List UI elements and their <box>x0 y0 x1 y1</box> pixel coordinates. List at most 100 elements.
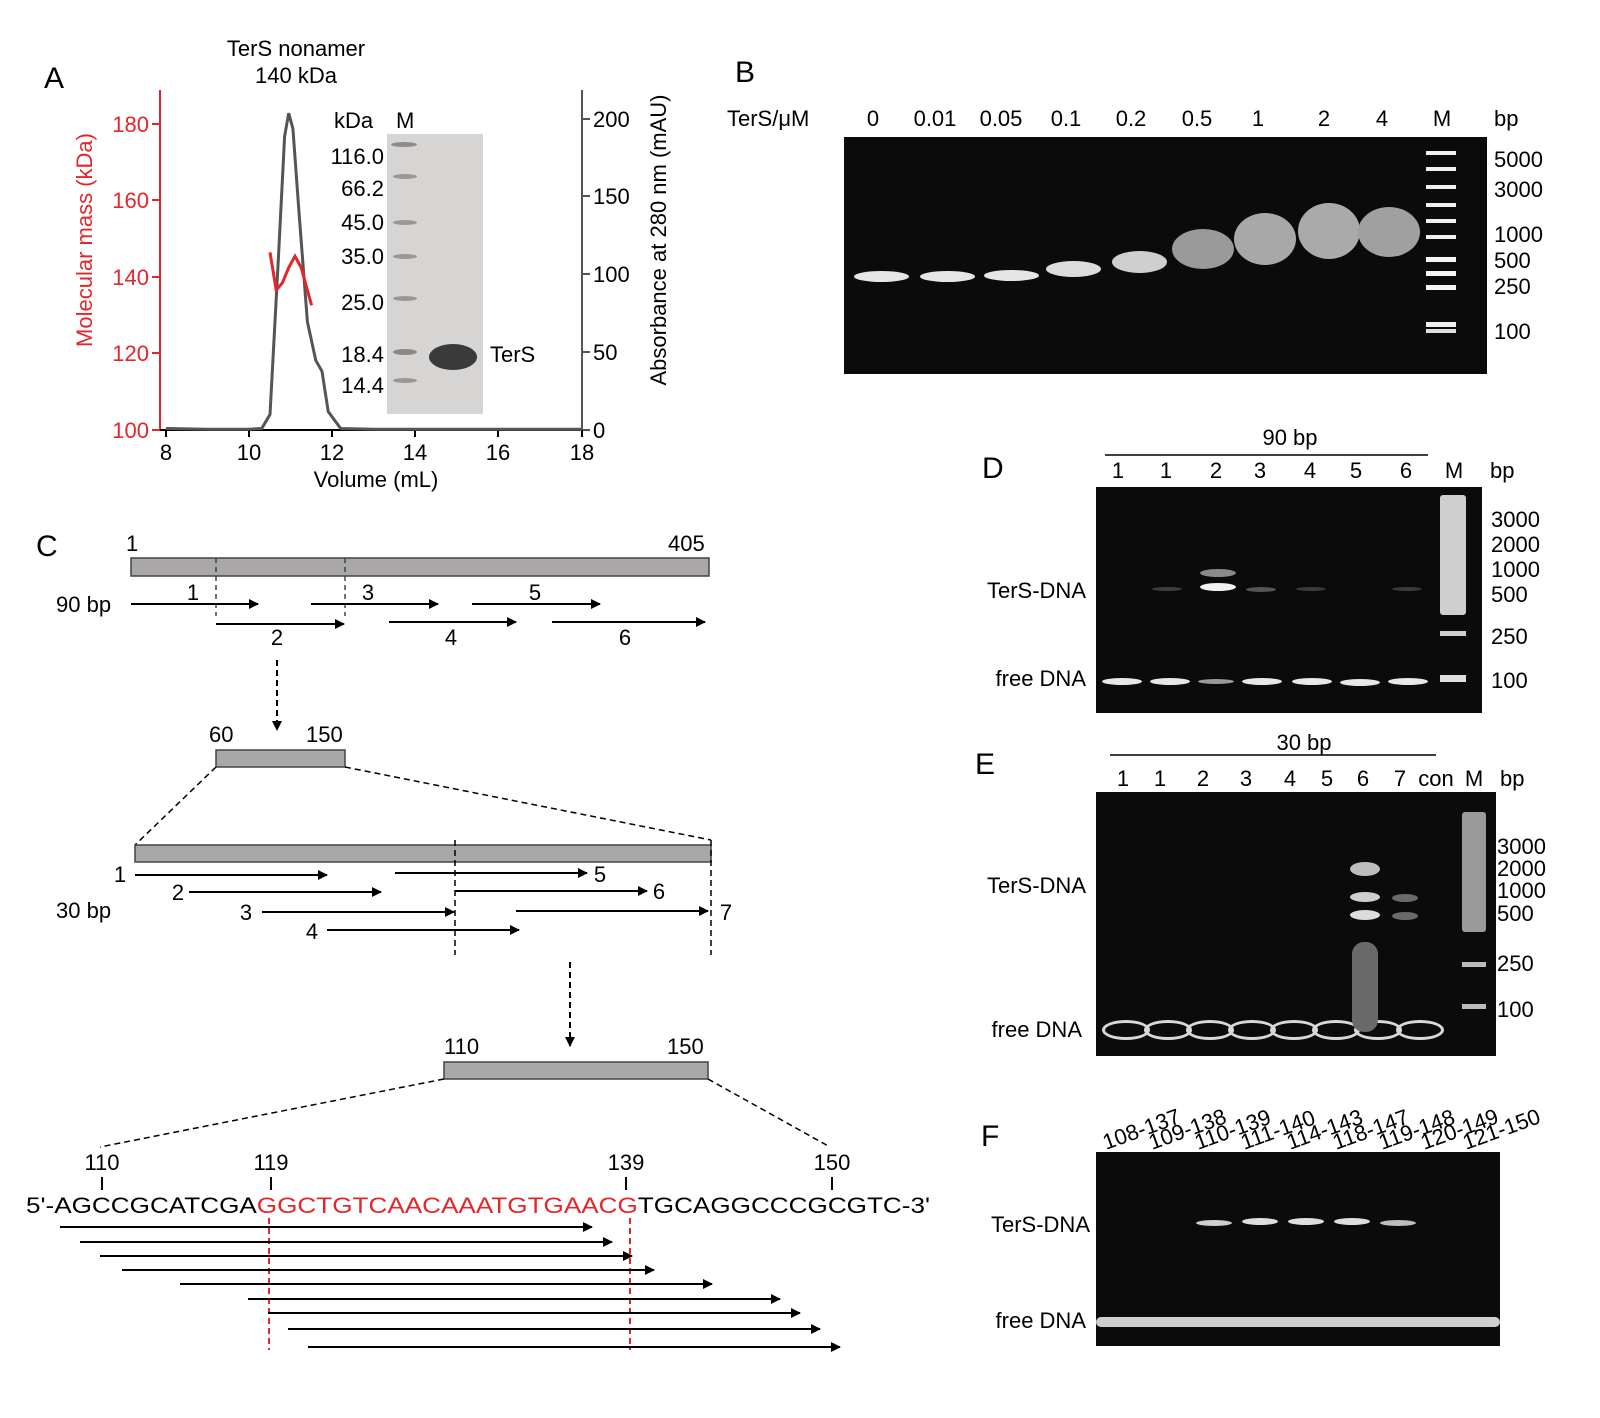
free-dna-band <box>1292 678 1332 685</box>
arrow-label: 3 <box>240 900 252 925</box>
lane-label: 0.5 <box>1182 106 1213 131</box>
gel-band <box>854 271 909 282</box>
annotation-line2: 140 kDa <box>255 63 338 88</box>
molecular-mass-trace <box>268 252 314 306</box>
complex-band <box>1200 583 1236 591</box>
position-label: 110 <box>84 1150 119 1175</box>
free-dna-band <box>1396 1020 1444 1040</box>
right-y-ticks: 0 50 100 150 200 <box>582 107 630 443</box>
lane-labels: 0 0.01 0.05 0.1 0.2 0.5 1 2 4 M <box>867 106 1451 131</box>
lane-labels: 1 1 2 3 4 5 6 7 con M <box>1117 766 1483 791</box>
arrow-label: 2 <box>172 880 184 905</box>
region1-end: 150 <box>306 722 343 747</box>
ladder-band <box>1440 675 1466 682</box>
free-dna-band <box>1102 678 1142 685</box>
region2-start: 110 <box>444 1034 479 1059</box>
y-left-tick-label: 140 <box>112 265 149 290</box>
x-tick-label: 16 <box>486 440 510 465</box>
complex-label: TerS-DNA <box>991 1212 1090 1237</box>
gel-b <box>844 137 1487 374</box>
absorbance-trace <box>165 112 582 431</box>
complex-band <box>1392 912 1418 920</box>
panel-f-label: F <box>981 1120 999 1153</box>
arrow-label: 7 <box>720 900 732 925</box>
complex-band <box>1350 892 1380 902</box>
arrow-label: 2 <box>271 625 283 650</box>
ladder-band <box>1426 285 1456 290</box>
row90-label: 90 bp <box>56 592 111 617</box>
zoom-line <box>99 1078 445 1148</box>
y-left-tick-label: 160 <box>112 188 149 213</box>
ladder-band <box>1426 235 1456 239</box>
ladder-band <box>1426 271 1456 276</box>
arrow-label: 4 <box>306 919 318 944</box>
marker-label: 250 <box>1494 274 1531 299</box>
panel-c-label: C <box>36 530 58 563</box>
gel-inset-a <box>387 134 483 414</box>
arrows-fine <box>60 1222 841 1352</box>
panel-d-label: D <box>982 452 1004 485</box>
lane-labels: 108-137 109-138 110-139 111-140 114-143 … <box>1099 1104 1543 1155</box>
y-right-axis-label: Absorbance at 280 nm (mAU) <box>646 94 671 385</box>
complex-band <box>1246 587 1276 592</box>
inset-marker-label: 116.0 <box>331 144 384 169</box>
y-left-tick-label: 100 <box>112 418 149 443</box>
complex-band <box>1288 1218 1324 1225</box>
lane-label: 2 <box>1197 766 1209 791</box>
gel-band <box>920 271 975 282</box>
lane-label: 5 <box>1350 458 1362 483</box>
free-dna-band <box>1150 678 1190 685</box>
ladder-band <box>1426 185 1456 189</box>
y-right-tick-label: 0 <box>593 418 605 443</box>
ladder-band <box>1426 329 1456 333</box>
lane-labels: 1 1 2 3 4 5 6 M <box>1112 458 1463 483</box>
zoom-line <box>707 1078 831 1148</box>
inset-band-label: TerS <box>490 342 535 367</box>
lane-label: 4 <box>1376 106 1388 131</box>
ladder-band <box>1426 257 1456 262</box>
marker-band <box>393 378 417 383</box>
free-dna-band-row <box>1096 1317 1500 1327</box>
region1-expanded-bar <box>134 844 712 863</box>
arrow-label: 5 <box>594 862 606 887</box>
gel-d <box>1096 487 1482 713</box>
arrow-labels-90: 1 2 3 4 5 6 <box>187 580 631 650</box>
marker-labels: 5000 3000 1000 500 250 100 <box>1494 147 1543 344</box>
complex-band <box>1242 1218 1278 1225</box>
arrow-labels-30: 1 2 3 4 5 6 7 <box>114 862 732 944</box>
lane-label: 2 <box>1210 458 1222 483</box>
dna-sequence: 5'-AGCCGCATCGA GGCTGTCAACAAATGTGAACG TGCAG… <box>26 1193 930 1218</box>
marker-band <box>391 142 417 147</box>
region1-bar <box>215 749 346 768</box>
arrow-label: 6 <box>619 625 631 650</box>
lane-label: 0.1 <box>1051 106 1082 131</box>
free-label: free DNA <box>992 1017 1083 1042</box>
marker-band <box>393 349 417 355</box>
complex-band <box>1350 910 1380 920</box>
arrow-label: 4 <box>445 625 457 650</box>
position-label: 139 <box>608 1150 645 1175</box>
inset-kda-label: kDa <box>334 108 374 133</box>
panel-e-label: E <box>975 748 995 781</box>
marker-band <box>393 220 417 225</box>
free-label: free DNA <box>996 666 1087 691</box>
lane-label: 4 <box>1304 458 1316 483</box>
seq-suffix: TGCAGGCCCGCGTC-3' <box>638 1193 930 1218</box>
lane-label: 2 <box>1318 106 1330 131</box>
region2-bar <box>443 1061 709 1080</box>
row30-label: 30 bp <box>56 898 111 923</box>
panel-b-label: B <box>735 56 755 89</box>
region2-end: 150 <box>667 1034 704 1059</box>
x-tick-label: 12 <box>320 440 344 465</box>
marker-band <box>393 174 417 179</box>
y-right-tick-label: 100 <box>593 262 630 287</box>
inset-marker-label: 14.4 <box>341 373 384 398</box>
lane-label: 1 <box>1160 458 1172 483</box>
ladder-band <box>1426 219 1456 223</box>
bp-label: bp <box>1500 766 1524 791</box>
zoom-line <box>134 766 217 846</box>
complex-band <box>1296 587 1326 591</box>
complex-band <box>1196 1220 1232 1226</box>
complex-band <box>1350 862 1380 876</box>
lane-label: 1 <box>1154 766 1166 791</box>
